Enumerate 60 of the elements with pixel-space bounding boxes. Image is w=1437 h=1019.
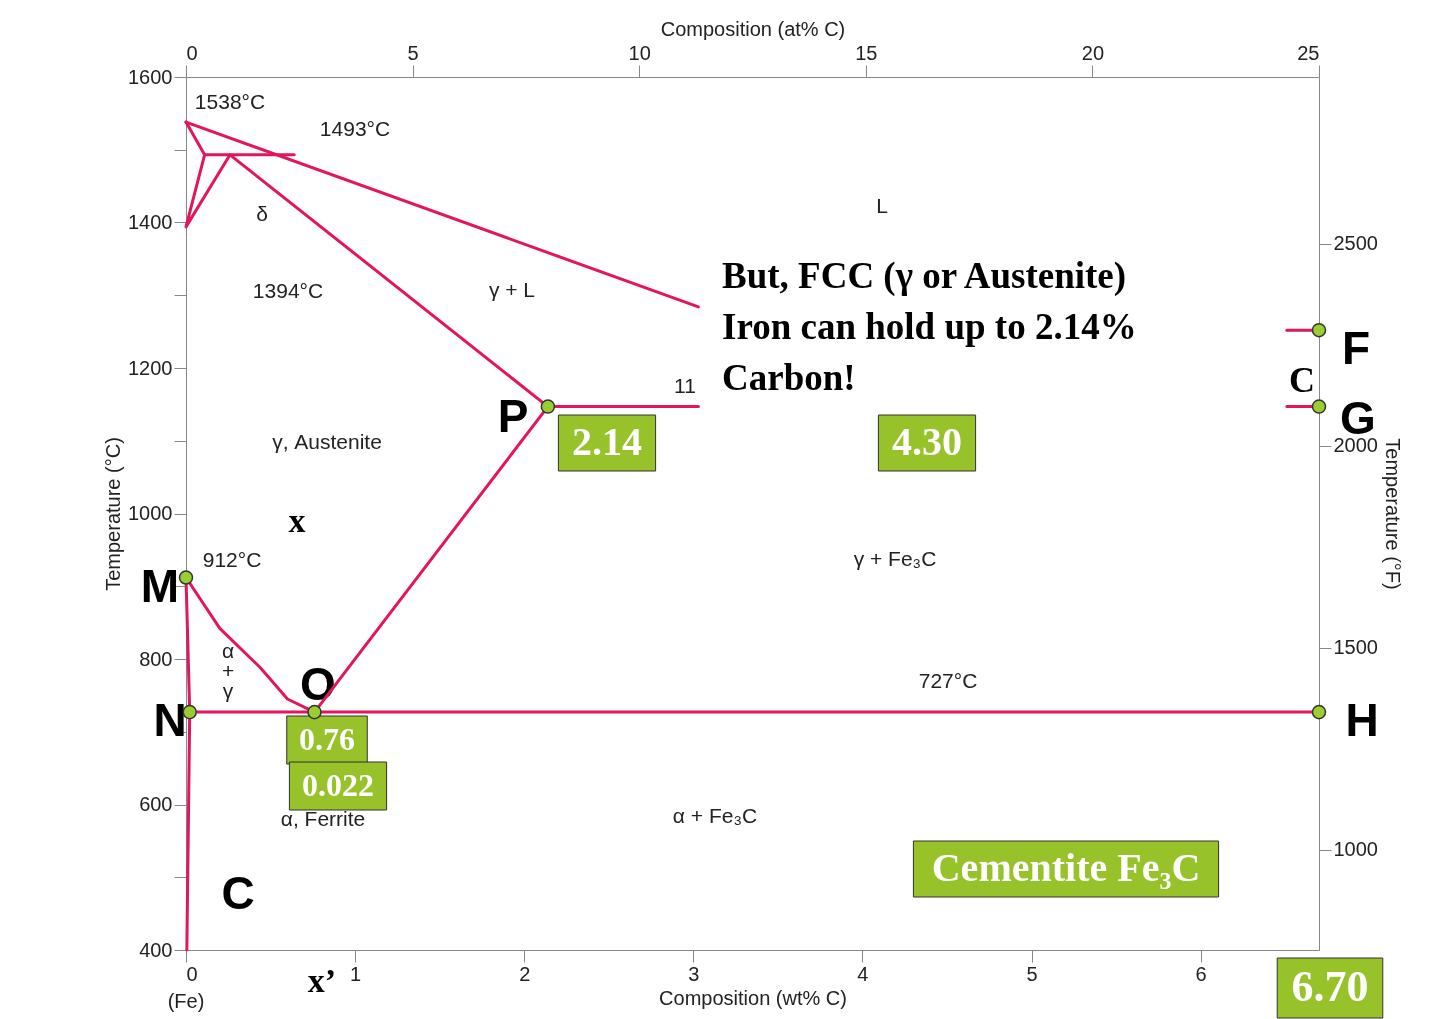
y-tick-label: 600 <box>139 793 173 815</box>
y2-tick-label: 1500 <box>1333 636 1378 659</box>
text: (Fe) <box>167 990 205 1012</box>
text: x’ <box>307 962 337 999</box>
annotation: α + Fe₃C <box>672 804 758 827</box>
annotation: 0.76 <box>299 721 355 757</box>
x-tick-label: 4 <box>857 962 869 985</box>
annotation: 4.30 <box>892 419 962 464</box>
annotation: γ + L <box>488 278 536 301</box>
x-tick-label: 0 <box>186 962 198 985</box>
text: 6.70 <box>1291 962 1369 1011</box>
annotation: γ, Austenite <box>272 430 382 453</box>
annotation: L <box>876 194 888 217</box>
annotation: But, FCC (γ or Austenite) Iron can hold up to 2.14% Carbon! <box>722 255 1137 398</box>
x-tick-label: 2 <box>519 962 531 985</box>
annotation: + <box>221 659 235 682</box>
y2-tick-label: 2500 <box>1333 232 1378 255</box>
x2-tick-label: 20 <box>1081 41 1105 64</box>
y-tick-label: 800 <box>139 647 173 670</box>
annotation: δ <box>256 202 268 225</box>
y-tick-label: 1600 <box>128 65 173 88</box>
y2-axis-title: Temperature (°F) <box>1381 438 1404 590</box>
annotation: C <box>221 867 255 919</box>
y-axis-title: Temperature (°C) <box>102 437 125 591</box>
x2-tick-label: 5 <box>407 41 419 64</box>
annotation: α, Ferrite <box>280 807 366 830</box>
x-tick-label: 3 <box>688 962 700 985</box>
x-tick-label: 5 <box>1026 962 1038 985</box>
y-tick-label: 1400 <box>128 211 173 233</box>
annotation: P <box>497 390 529 442</box>
annotation: γ <box>222 679 234 702</box>
annotation: α <box>221 639 235 662</box>
annotation: 727°C <box>918 669 978 692</box>
annotation: 1538°C <box>194 90 266 113</box>
x-axis-title: Composition (wt% C) <box>659 986 847 1009</box>
text: H <box>1345 694 1379 746</box>
annotation: 2.14 <box>572 419 642 464</box>
annotation: 912°C <box>202 548 262 571</box>
annotation: Cementite Fe₃C <box>931 845 1201 890</box>
x2-tick-label: 25 <box>1297 41 1320 64</box>
x-tick-label: 1 <box>350 962 362 985</box>
y-tick-label: 1200 <box>128 356 173 379</box>
y2-tick-label: 1000 <box>1333 838 1378 861</box>
annotation: 0.022 <box>302 767 374 803</box>
annotation: 1493°C <box>319 117 391 140</box>
x2-tick-label: 0 <box>186 41 198 64</box>
y-tick-label: 1000 <box>128 502 173 524</box>
annotation: 11 <box>674 374 696 397</box>
annotation: x <box>288 502 306 539</box>
text: M <box>140 560 180 612</box>
annotation: N <box>153 694 187 746</box>
annotation: C <box>1289 360 1315 400</box>
text: F <box>1341 322 1371 374</box>
y-tick-label: 400 <box>139 938 173 961</box>
x-tick-label: 6 <box>1195 962 1207 985</box>
x2-axis-title: Composition (at% C) <box>660 17 846 40</box>
annotation: γ + Fe₃C <box>853 547 937 570</box>
annotation: 1394°C <box>252 279 324 302</box>
x2-tick-label: 10 <box>628 41 651 64</box>
x2-tick-label: 15 <box>855 41 878 64</box>
